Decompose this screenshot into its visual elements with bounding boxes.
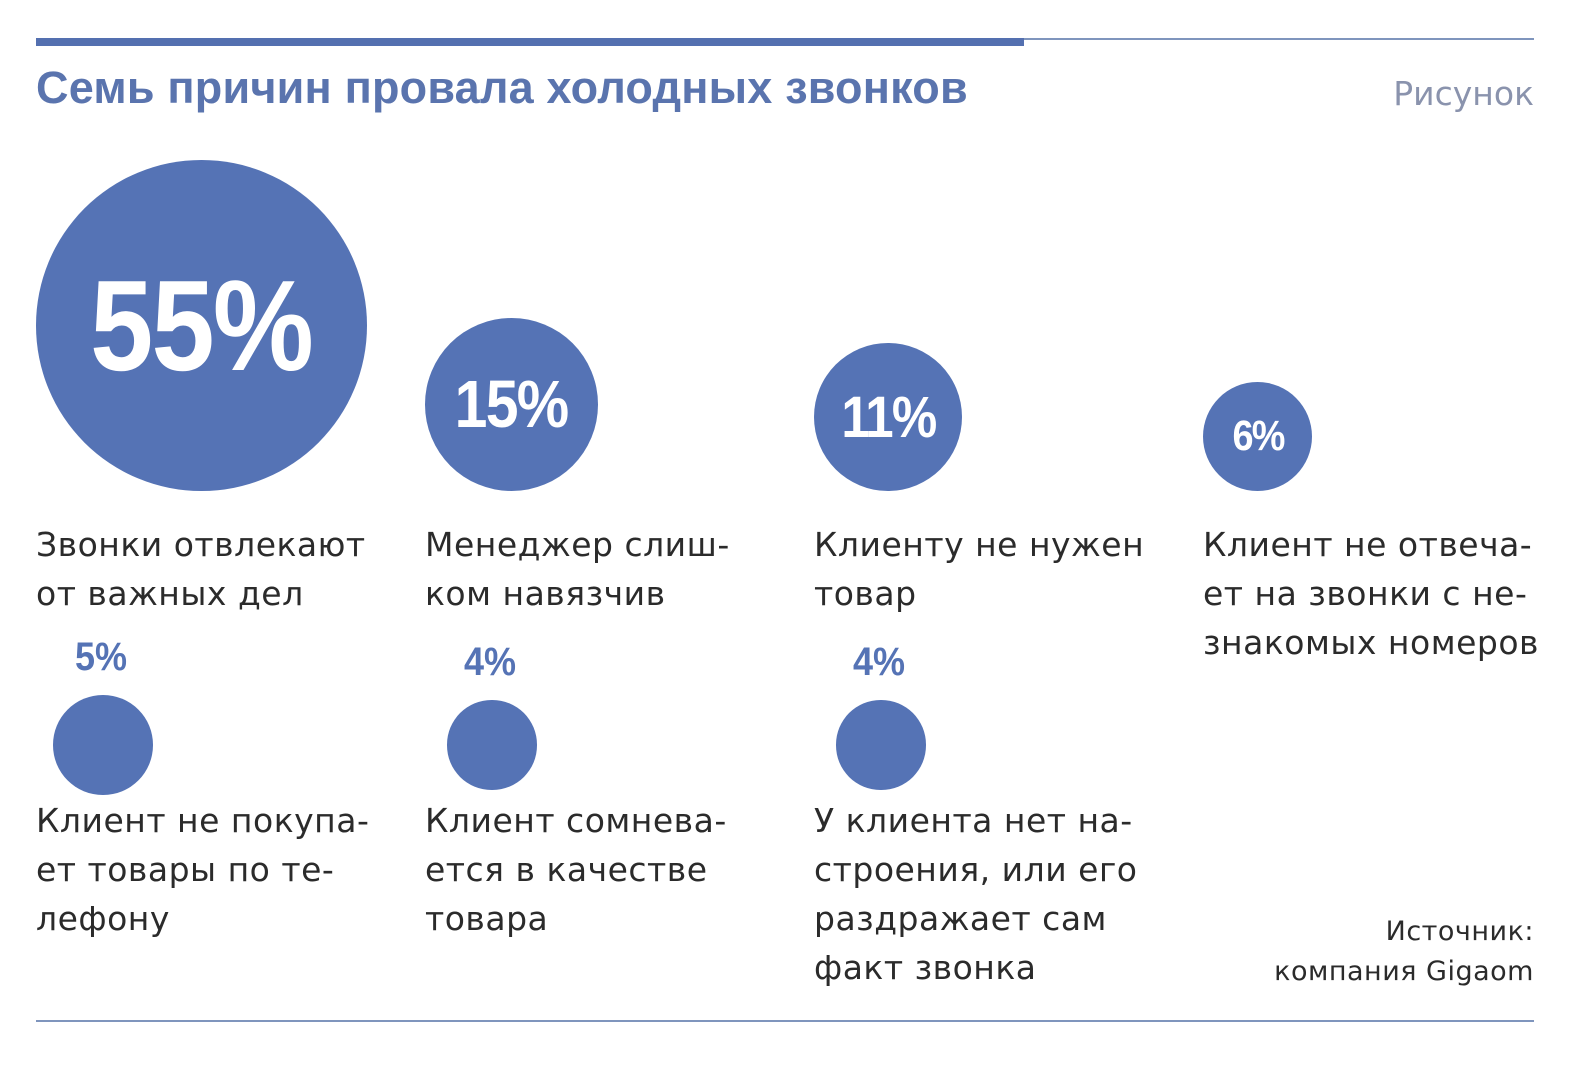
reason-2-text: Менеджер слиш- ком навязчив — [425, 525, 730, 613]
bubble-1-value: 55% — [90, 253, 314, 398]
bubble-3: 11% — [814, 343, 962, 491]
bubble-5 — [53, 695, 153, 795]
figure-label: Рисунок — [1393, 74, 1534, 113]
bubble-6 — [447, 700, 537, 790]
bubble-2: 15% — [425, 318, 598, 491]
bubble-4-value: 6% — [1232, 411, 1285, 460]
bubble-3-value: 11% — [840, 384, 937, 450]
top-rule-accent — [36, 38, 1024, 46]
reason-1-text: Звонки отвлекают от важных дел — [36, 525, 366, 613]
bubble-4: 6% — [1203, 381, 1313, 491]
reason-6-text: Клиент сомнева- ется в качестве товара — [425, 801, 727, 938]
chart-title: Семь причин провала холодных звонков — [36, 62, 968, 113]
bubble-7 — [836, 700, 926, 790]
bubble-1: 55% — [36, 160, 367, 491]
reason-3-text: Клиенту не нужен товар — [814, 525, 1145, 613]
bubble-5-value: 5% — [75, 635, 128, 680]
bubble-7-value: 4% — [853, 640, 906, 685]
reason-5-text: Клиент не покупа- ет товары по те- лефон… — [36, 801, 370, 938]
reason-7-text: У клиента нет на- строения, или его разд… — [814, 801, 1138, 987]
bubble-6-value: 4% — [464, 640, 517, 685]
bubble-2-value: 15% — [454, 367, 569, 443]
source-note: Источник: компания Gigaom — [1274, 916, 1534, 987]
reason-4-text: Клиент не отвеча- ет на звонки с не- зна… — [1203, 525, 1539, 662]
bottom-rule — [36, 1020, 1534, 1022]
